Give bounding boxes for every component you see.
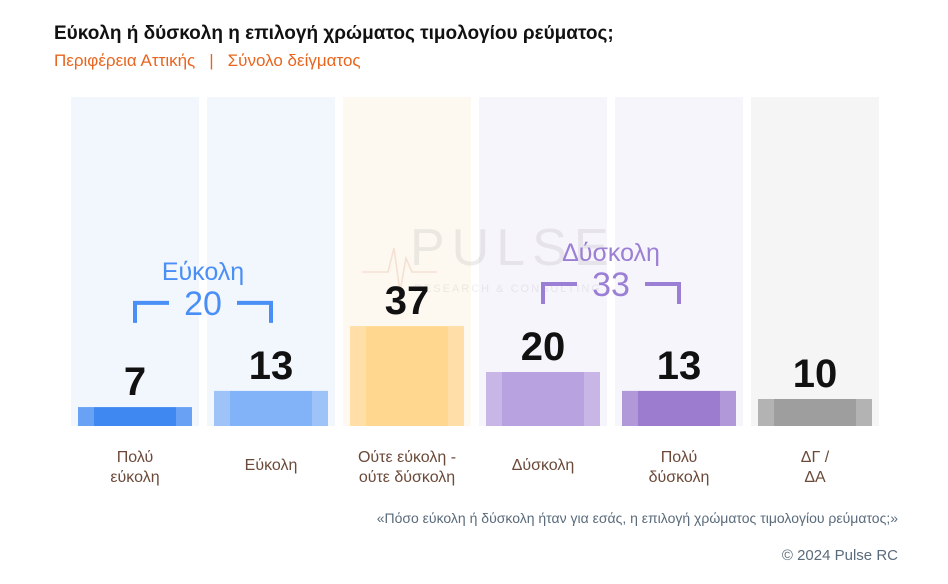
subtitle-region: Περιφέρεια Αττικής: [54, 51, 196, 70]
subtitle-separator: |: [209, 51, 214, 70]
bar: [214, 390, 328, 426]
category-label-line: ΔΑ: [804, 469, 826, 486]
bar: [350, 326, 464, 426]
bar-shade-left: [214, 390, 230, 426]
category-label: ΔΓ / ΔΑ: [801, 449, 830, 486]
category-label-line: Πολύ: [661, 449, 698, 466]
bar-shade-left: [486, 372, 502, 426]
subtitle-sample: Σύνολο δείγματος: [227, 51, 361, 70]
bar: [758, 399, 872, 426]
category-label: Δύσκολη: [512, 457, 575, 474]
category-label: Πολύ δύσκολη: [649, 449, 710, 486]
pulse-watermark: PULSE RESEARCH & CONSULTING: [362, 219, 616, 295]
group-label: Εύκολη: [162, 258, 244, 286]
copyright: © 2024 Pulse RC: [781, 547, 898, 564]
bar: [78, 407, 192, 426]
bar-shade-right: [312, 390, 328, 426]
bar-value-label: 20: [521, 325, 566, 369]
bar-shade-left: [350, 326, 366, 426]
column-background: [71, 97, 199, 426]
category-label: Εύκολη: [245, 457, 298, 474]
watermark-text: PULSE: [410, 219, 616, 277]
group-bracket-left: [541, 282, 577, 304]
bar-chart: PULSE RESEARCH & CONSULTING 7 Πολύ εύκολη 1…: [71, 97, 879, 486]
bars: 7 Πολύ εύκολη 13 Εύκολη 37 Ούτε εύκολη - ούτε δ…: [78, 279, 872, 486]
bar-shade-right: [448, 326, 464, 426]
group-bracket-left: [133, 300, 169, 323]
column-background: [207, 97, 335, 426]
category-label: Πολύ εύκολη: [110, 449, 159, 486]
bar-shade-left: [758, 399, 774, 426]
category-label-line: Δύσκολη: [512, 457, 575, 474]
column-background: [615, 97, 743, 426]
column-background: [751, 97, 879, 426]
category-label-line: ΔΓ /: [801, 449, 830, 466]
bar-shade-left: [78, 407, 94, 426]
bar-value-label: 13: [657, 344, 702, 388]
bar: [622, 390, 736, 426]
group-bracket-right: [237, 300, 273, 323]
chart-title: Εύκολη ή δύσκολη η επιλογή χρώματος τιμο…: [54, 23, 614, 44]
bar-shade-right: [720, 390, 736, 426]
column-background: [479, 97, 607, 426]
category-label-line: εύκολη: [110, 469, 159, 486]
bar: [486, 372, 600, 426]
category-label: Ούτε εύκολη - ούτε δύσκολη: [358, 449, 456, 486]
bar-value-label: 13: [249, 344, 294, 388]
survey-question: «Πόσο εύκολη ή δύσκολη ήταν για εσάς, η …: [376, 510, 898, 526]
bar-value-label: 37: [385, 279, 430, 323]
watermark-pulse-line-icon: [362, 247, 437, 293]
bar-value-label: 7: [124, 360, 146, 404]
bar-value-label: 10: [793, 352, 838, 396]
chart-subtitle: Περιφέρεια Αττικής | Σύνολο δείγματος: [54, 51, 361, 71]
bar-shade-right: [176, 407, 192, 426]
bar-shade-right: [584, 372, 600, 426]
category-label-line: δύσκολη: [649, 469, 710, 486]
category-label-line: Εύκολη: [245, 457, 298, 474]
category-label-line: Πολύ: [117, 449, 154, 466]
group-bracket-right: [645, 282, 681, 304]
group-label: Δύσκολη: [562, 239, 660, 267]
bar-shade-right: [856, 399, 872, 426]
group-total: 20: [184, 285, 222, 323]
group-total: 33: [592, 266, 630, 304]
category-label-line: ούτε δύσκολη: [359, 469, 455, 486]
category-label-line: Ούτε εύκολη -: [358, 449, 456, 466]
bar-shade-left: [622, 390, 638, 426]
